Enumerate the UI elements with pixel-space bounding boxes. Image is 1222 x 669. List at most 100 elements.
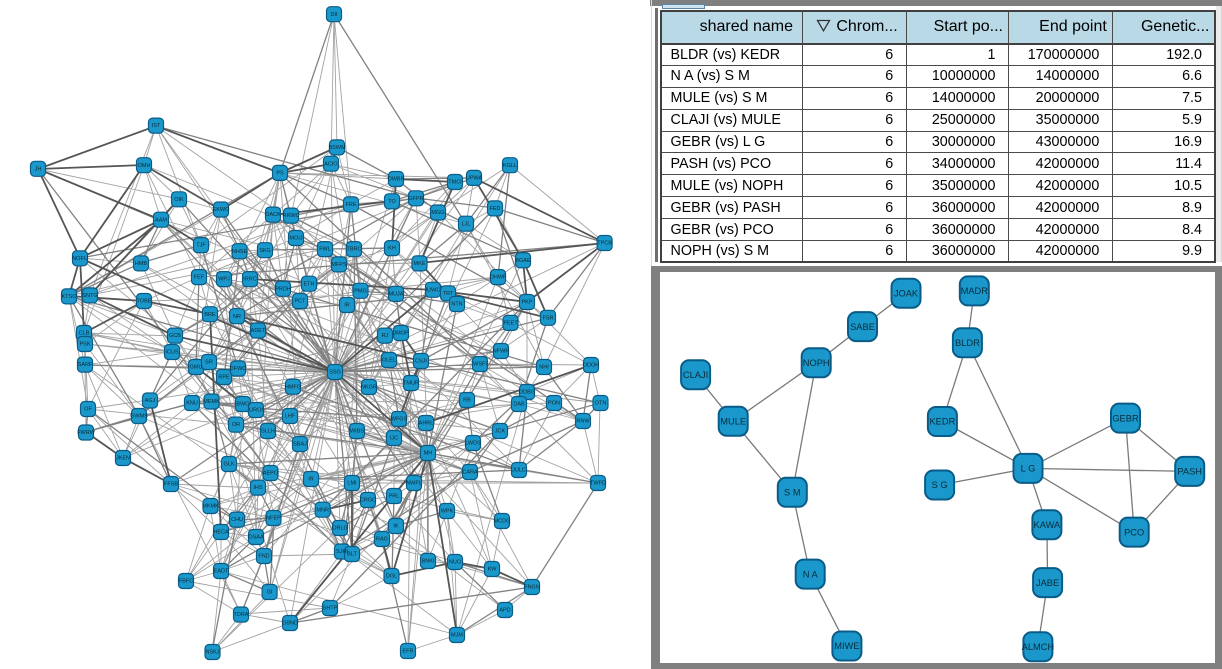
- svg-text:SABE: SABE: [850, 321, 875, 331]
- svg-text:JKEN: JKEN: [116, 456, 130, 462]
- svg-text:HECA: HECA: [213, 530, 229, 536]
- svg-text:JMOP: JMOP: [393, 331, 409, 337]
- svg-text:NHI: NHI: [539, 365, 549, 371]
- svg-text:IRRC: IRRC: [243, 277, 256, 283]
- svg-text:RPE: RPE: [218, 375, 230, 381]
- svg-text:FSR: FSR: [543, 315, 554, 321]
- svg-text:MCDG: MCDG: [494, 519, 511, 525]
- svg-text:EKWO: EKWO: [213, 207, 231, 213]
- svg-text:BRE: BRE: [204, 312, 216, 318]
- svg-text:PCT: PCT: [295, 299, 307, 305]
- svg-text:MEMK: MEMK: [203, 399, 220, 405]
- svg-text:MGG: MGG: [431, 210, 444, 216]
- svg-text:FWL: FWL: [319, 247, 331, 253]
- svg-text:LJL: LJL: [462, 221, 471, 227]
- svg-text:MKE: MKE: [414, 261, 426, 267]
- svg-text:NTN: NTN: [451, 302, 462, 308]
- svg-text:DFWC: DFWC: [230, 366, 247, 372]
- svg-text:TMCI: TMCI: [448, 180, 462, 186]
- svg-text:MULE: MULE: [720, 416, 746, 426]
- svg-text:NOFU: NOFU: [72, 256, 88, 262]
- svg-text:CHU: CHU: [231, 517, 243, 523]
- svg-text:WSFI: WSFI: [473, 362, 487, 368]
- svg-text:WPK: WPK: [441, 509, 454, 515]
- svg-text:OTN: OTN: [595, 401, 607, 407]
- svg-text:SARF: SARF: [78, 362, 93, 368]
- svg-text:KGLL: KGLL: [503, 163, 517, 169]
- svg-text:KAWA: KAWA: [1034, 519, 1061, 529]
- svg-text:OACK: OACK: [265, 212, 281, 218]
- svg-text:PEET: PEET: [503, 321, 518, 327]
- svg-text:OIK: OIK: [174, 197, 184, 203]
- svg-text:GI: GI: [267, 590, 273, 596]
- svg-text:PON: PON: [548, 401, 560, 407]
- svg-text:TRT: TRT: [443, 291, 454, 297]
- svg-text:GLK: GLK: [223, 462, 234, 468]
- svg-text:TDRA: TDRA: [234, 612, 249, 618]
- svg-text:TOBE: TOBE: [137, 299, 152, 305]
- svg-text:NFEP: NFEP: [266, 516, 281, 522]
- svg-text:APD: APD: [499, 608, 510, 614]
- svg-text:ACIO: ACIO: [324, 161, 338, 167]
- svg-text:MADR: MADR: [961, 286, 989, 296]
- svg-text:ICUS: ICUS: [165, 350, 178, 356]
- svg-text:IUWC: IUWC: [426, 287, 441, 293]
- svg-text:AAM: AAM: [155, 217, 167, 223]
- svg-text:BWO: BWO: [236, 402, 250, 408]
- svg-text:WFGS: WFGS: [391, 417, 408, 423]
- svg-text:OSAA: OSAA: [248, 535, 264, 541]
- svg-text:NSKJ: NSKJ: [205, 650, 219, 656]
- svg-text:MKMK: MKMK: [202, 504, 219, 510]
- svg-text:SJHI: SJHI: [336, 549, 348, 555]
- svg-text:NKGR: NKGR: [361, 385, 377, 391]
- svg-text:MOIJ: MOIJ: [289, 236, 302, 242]
- svg-text:ALMCH: ALMCH: [1022, 641, 1055, 651]
- svg-text:RB: RB: [463, 398, 471, 404]
- svg-text:FFSB: FFSB: [164, 482, 178, 488]
- svg-text:GCB: GCB: [169, 333, 181, 339]
- svg-text:RJ: RJ: [382, 333, 389, 339]
- svg-text:IST: IST: [152, 123, 161, 129]
- svg-text:PRL: PRL: [389, 494, 400, 500]
- svg-text:IR: IR: [344, 303, 350, 309]
- svg-text:CLB: CLB: [79, 331, 90, 337]
- svg-text:MH: MH: [424, 451, 433, 457]
- svg-text:FED: FED: [490, 206, 501, 212]
- svg-text:PMG: PMG: [354, 288, 367, 294]
- svg-text:MJM: MJM: [451, 633, 463, 639]
- svg-text:AHRL: AHRL: [419, 421, 434, 427]
- svg-text:EADT: EADT: [214, 569, 229, 575]
- svg-text:OHWF: OHWF: [490, 275, 507, 281]
- svg-text:ADET: ADET: [251, 328, 266, 334]
- svg-text:RRWC: RRWC: [282, 213, 299, 219]
- svg-text:MIWE: MIWE: [834, 641, 859, 651]
- svg-text:UPWA: UPWA: [466, 176, 483, 182]
- svg-text:CARA: CARA: [462, 470, 478, 476]
- svg-text:MNR: MNR: [316, 507, 329, 513]
- svg-text:FBFC: FBFC: [179, 579, 193, 585]
- svg-text:SBAJ: SBAJ: [293, 442, 307, 448]
- svg-text:BNKI: BNKI: [422, 559, 435, 565]
- svg-text:JH: JH: [35, 166, 42, 172]
- svg-text:JULC: JULC: [512, 468, 526, 474]
- svg-text:UROI: UROI: [249, 408, 263, 414]
- svg-text:PCO: PCO: [1124, 527, 1144, 537]
- svg-text:FEF: FEF: [194, 275, 205, 281]
- svg-text:SR: SR: [205, 360, 213, 366]
- svg-text:JCK: JCK: [495, 429, 506, 435]
- svg-text:KH: KH: [388, 246, 396, 252]
- svg-text:NFWR: NFWR: [493, 349, 510, 355]
- svg-text:ODOH: ODOH: [583, 363, 600, 369]
- svg-text:SKG: SKG: [259, 248, 271, 254]
- svg-text:IK: IK: [393, 524, 399, 530]
- svg-text:PASH: PASH: [1177, 466, 1202, 476]
- svg-text:L G: L G: [1021, 463, 1036, 473]
- svg-text:ORLG: ORLG: [332, 526, 348, 532]
- svg-text:GWMS: GWMS: [130, 414, 148, 420]
- svg-text:S G: S G: [932, 480, 948, 490]
- svg-text:KEDR: KEDR: [929, 416, 955, 426]
- svg-text:ETH: ETH: [304, 281, 315, 287]
- svg-text:AGJ: AGJ: [145, 398, 156, 404]
- svg-text:NUO: NUO: [449, 560, 462, 566]
- svg-text:BLT: BLT: [347, 552, 357, 558]
